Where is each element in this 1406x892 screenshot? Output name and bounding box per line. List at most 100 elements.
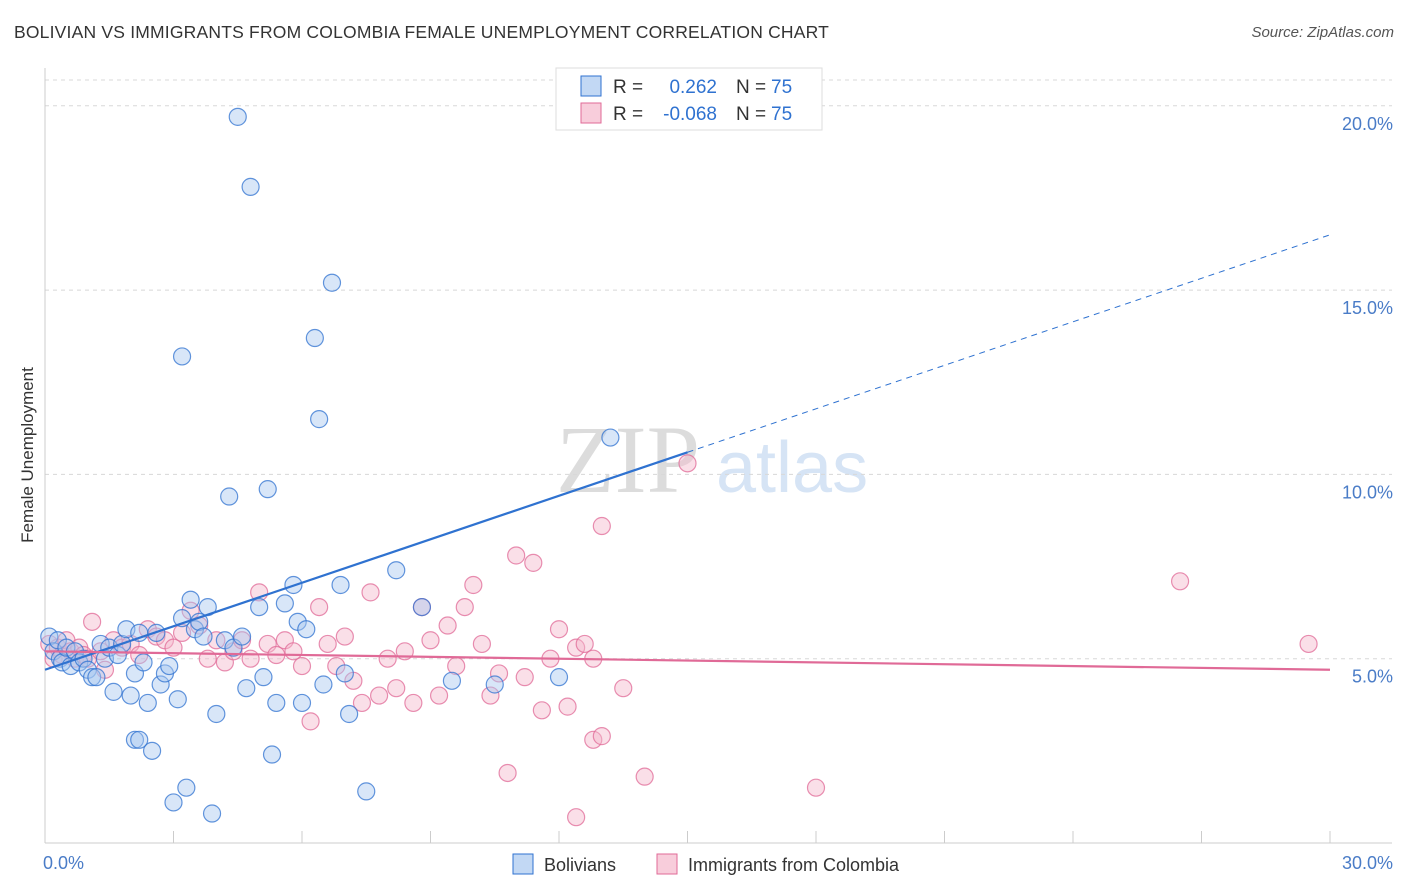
colombia-point-50 bbox=[421, 631, 440, 650]
bottom-legend-swatch-pink bbox=[656, 853, 678, 875]
bolivian-point-46 bbox=[241, 177, 260, 196]
colombia-point-44 bbox=[370, 686, 389, 705]
bottom-legend-label-blue: Bolivians bbox=[544, 855, 616, 875]
bolivian-point-69 bbox=[549, 668, 569, 687]
bolivian-point-60 bbox=[322, 273, 342, 292]
bolivian-point-31 bbox=[168, 690, 187, 709]
bolivian-point-30 bbox=[164, 793, 183, 812]
correlation-legend: R = 0.262 N = 75 R = -0.068 N = 75 bbox=[555, 67, 823, 131]
bolivian-point-49 bbox=[258, 480, 277, 499]
colombia-point-73 bbox=[678, 454, 697, 473]
legend-swatch-blue bbox=[580, 75, 602, 97]
bolivian-point-62 bbox=[335, 664, 354, 683]
bolivian-point-25 bbox=[142, 741, 162, 760]
colombia-point-72 bbox=[635, 767, 654, 786]
bolivian-point-72 bbox=[228, 107, 247, 126]
bolivian-point-68 bbox=[485, 675, 504, 694]
trend-line-colombia bbox=[44, 650, 1331, 671]
y-tick-label-3: 20.0% bbox=[1342, 114, 1393, 134]
bolivian-point-58 bbox=[310, 410, 329, 429]
bolivian-point-64 bbox=[357, 782, 376, 801]
chart-title: BOLIVIAN VS IMMIGRANTS FROM COLOMBIA FEM… bbox=[14, 22, 830, 42]
bolivian-point-50 bbox=[262, 745, 282, 764]
series-bolivians bbox=[40, 107, 620, 823]
bolivian-point-16 bbox=[104, 682, 123, 701]
colombia-point-55 bbox=[464, 575, 483, 595]
bolivian-point-37 bbox=[194, 627, 213, 646]
bolivian-point-47 bbox=[250, 597, 269, 617]
bolivian-point-66 bbox=[412, 597, 432, 617]
colombia-point-65 bbox=[549, 620, 569, 639]
bolivian-point-56 bbox=[297, 620, 316, 639]
colombia-point-79 bbox=[567, 808, 586, 827]
bolivian-point-63 bbox=[340, 704, 359, 724]
tick-labels: 5.0% 10.0% 15.0% 20.0% 0.0% 30.0% bbox=[43, 114, 1393, 873]
legend-r-value-blue: 0.262 bbox=[669, 77, 717, 98]
colombia-point-62 bbox=[524, 553, 543, 572]
legend-swatch-pink bbox=[580, 102, 602, 124]
colombia-point-59 bbox=[498, 763, 517, 783]
colombia-point-43 bbox=[361, 583, 380, 602]
watermark-atlas: atlas bbox=[716, 428, 868, 508]
colombia-point-10 bbox=[83, 612, 102, 631]
bolivian-point-29 bbox=[160, 656, 179, 676]
bolivian-point-42 bbox=[220, 487, 239, 506]
colombia-point-29 bbox=[241, 649, 260, 668]
bolivian-point-20 bbox=[121, 686, 140, 705]
bolivian-point-39 bbox=[202, 804, 222, 823]
legend-n-label-pink: N = bbox=[736, 104, 766, 125]
colombia-point-66 bbox=[558, 697, 577, 716]
y-tick-label-2: 15.0% bbox=[1342, 298, 1393, 318]
colombia-point-42 bbox=[352, 693, 372, 713]
colombia-point-60 bbox=[507, 546, 526, 565]
y-tick-label-1: 10.0% bbox=[1342, 482, 1393, 502]
colombia-point-48 bbox=[404, 693, 423, 713]
colombia-point-58 bbox=[489, 664, 509, 683]
colombia-point-54 bbox=[455, 597, 474, 617]
x-tick-label-0: 0.0% bbox=[43, 853, 84, 873]
colombia-point-46 bbox=[387, 679, 406, 698]
colombia-point-34 bbox=[284, 642, 303, 661]
source-credit: Source: ZipAtlas.com bbox=[1251, 24, 1394, 41]
legend-n-value-pink: 75 bbox=[771, 104, 792, 125]
bolivian-point-55 bbox=[292, 693, 312, 713]
y-tick-label-0: 5.0% bbox=[1352, 667, 1393, 687]
legend-r-label-blue: R = bbox=[613, 77, 643, 98]
colombia-point-77 bbox=[592, 727, 611, 746]
x-tick-label-1: 30.0% bbox=[1342, 853, 1393, 873]
colombia-point-57 bbox=[481, 686, 500, 705]
colombia-point-61 bbox=[515, 668, 534, 687]
bolivian-point-17 bbox=[108, 645, 127, 665]
bolivian-point-48 bbox=[254, 668, 273, 687]
bolivian-point-71 bbox=[172, 347, 192, 366]
grid bbox=[45, 79, 1392, 660]
bolivian-point-67 bbox=[442, 671, 462, 690]
colombia-point-70 bbox=[592, 516, 611, 536]
watermark: ZIP atlas bbox=[556, 406, 868, 513]
bolivian-point-52 bbox=[275, 594, 294, 613]
colombia-point-35 bbox=[292, 656, 312, 676]
bolivian-point-59 bbox=[314, 675, 333, 694]
legend-n-label-blue: N = bbox=[736, 77, 766, 98]
series-legend: Bolivians Immigrants from Colombia bbox=[512, 853, 900, 875]
bolivian-point-61 bbox=[331, 575, 350, 595]
colombia-point-51 bbox=[429, 686, 449, 705]
trend-line-bolivians bbox=[44, 451, 688, 671]
legend-n-value-blue: 75 bbox=[771, 77, 792, 98]
colombia-point-74 bbox=[806, 778, 826, 797]
series-immigrants-from-colombia bbox=[40, 454, 1318, 827]
trend-line-bolivians-extension bbox=[687, 234, 1331, 453]
bolivian-point-65 bbox=[387, 561, 406, 580]
colombia-point-56 bbox=[472, 634, 491, 654]
bolivian-point-11 bbox=[83, 668, 102, 687]
colombia-point-75 bbox=[1170, 572, 1190, 591]
legend-r-value-pink: -0.068 bbox=[663, 104, 717, 125]
bolivian-point-27 bbox=[151, 675, 170, 694]
colombia-point-52 bbox=[438, 616, 457, 635]
legend-r-label-pink: R = bbox=[613, 104, 643, 125]
bolivian-point-45 bbox=[237, 679, 256, 698]
colombia-point-40 bbox=[335, 627, 354, 646]
colombia-point-68 bbox=[575, 634, 594, 654]
bolivian-point-70 bbox=[601, 428, 620, 447]
colombia-point-37 bbox=[310, 597, 329, 617]
